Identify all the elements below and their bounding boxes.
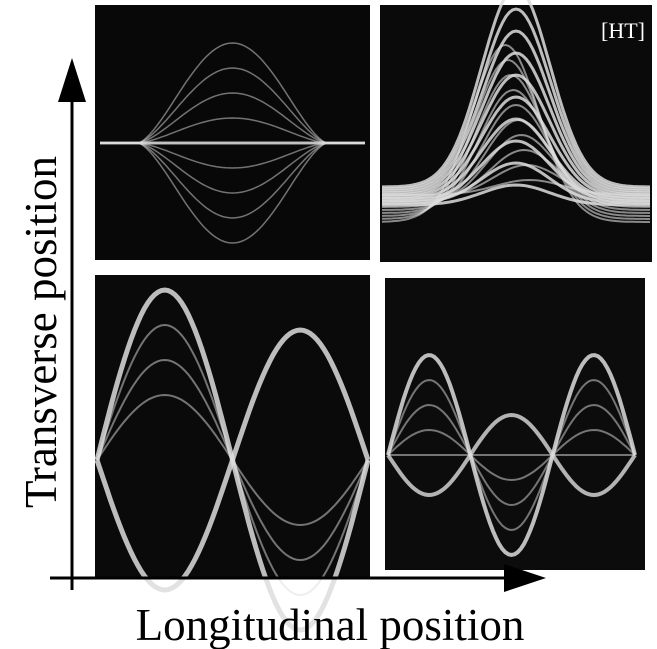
string-trace (100, 42, 365, 144)
panel-label: [HT] (601, 18, 645, 43)
photo-panel (385, 278, 645, 570)
string-trace (382, 134, 650, 205)
string-trace (100, 142, 365, 219)
y-axis-label: Transverse position (16, 156, 66, 508)
string-trace (382, 7, 650, 191)
string-trace (382, 118, 650, 208)
string-trace (386, 353, 637, 558)
photo-panel (380, 5, 652, 262)
string-trace (96, 393, 369, 527)
y-arrowhead (58, 58, 86, 102)
x-axis-label: Longitudinal position (136, 600, 525, 649)
string-traces (94, 0, 651, 633)
string-trace (381, 103, 651, 211)
x-arrowhead (504, 564, 546, 592)
string-trace (387, 379, 636, 532)
string-trace (386, 412, 637, 498)
string-trace (382, 29, 650, 193)
string-trace (382, 139, 650, 203)
string-trace (382, 178, 650, 196)
string-trace (100, 142, 365, 194)
string-trace (387, 403, 636, 507)
string-trace (381, 43, 650, 223)
string-trace (382, 163, 651, 199)
photo-panel (95, 275, 370, 578)
string-trace (382, 0, 650, 189)
string-trace (382, 148, 650, 202)
string-trace (382, 73, 650, 197)
string-trace (387, 428, 636, 482)
